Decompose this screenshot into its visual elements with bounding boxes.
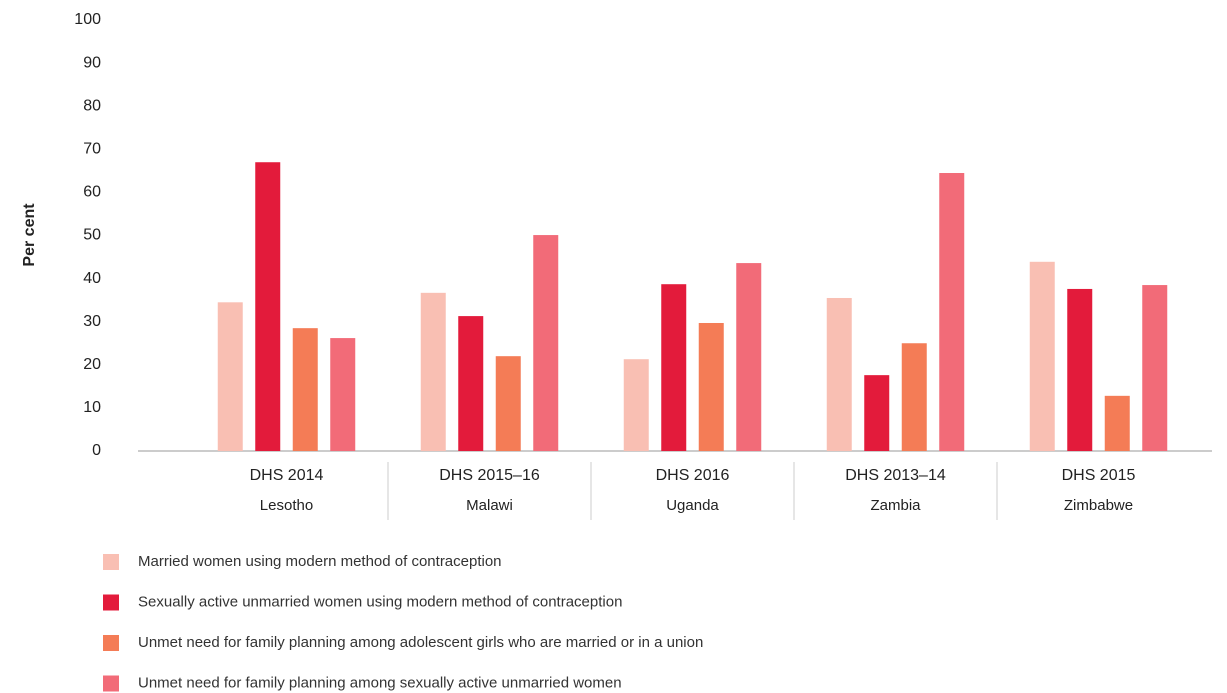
bar [217, 302, 243, 451]
bar [1142, 285, 1168, 451]
y-tick-label: 30 [83, 313, 101, 330]
bar [330, 338, 356, 451]
x-tick-label: DHS 2013–14 [845, 467, 946, 484]
bar [458, 316, 484, 451]
bar [255, 162, 281, 452]
bar [292, 328, 318, 451]
bar [939, 173, 965, 451]
legend-label: Unmet need for family planning among sex… [138, 674, 622, 691]
x-tick-label: DHS 2015–16 [439, 467, 540, 484]
bar [533, 235, 559, 451]
legend-label: Unmet need for family planning among ado… [138, 634, 703, 651]
bar [495, 356, 521, 451]
bar [736, 263, 762, 451]
y-tick-label: 90 [83, 54, 101, 71]
x-group-label: Uganda [666, 497, 719, 514]
y-tick-label: 80 [83, 97, 101, 114]
legend-label: Sexually active unmarried women using mo… [138, 593, 622, 610]
legend-label: Married women using modern method of con… [138, 553, 502, 570]
x-group-label: Lesotho [260, 497, 313, 514]
bar [1067, 288, 1093, 451]
x-tick-label: DHS 2014 [250, 467, 324, 484]
x-group-label: Zimbabwe [1064, 497, 1133, 514]
x-group-label: Zambia [870, 497, 921, 514]
legend-swatch [103, 635, 119, 651]
x-group-label: Malawi [466, 497, 513, 514]
bar [661, 284, 687, 451]
y-tick-label: 40 [83, 270, 101, 287]
x-tick-label: DHS 2016 [656, 467, 730, 484]
y-tick-label: 70 [83, 141, 101, 158]
bar [1104, 395, 1130, 451]
y-tick-label: 0 [92, 442, 101, 459]
y-tick-label: 50 [83, 227, 101, 244]
bar [901, 343, 927, 451]
legend-swatch [103, 594, 119, 611]
bar [864, 375, 890, 451]
y-tick-label: 60 [83, 184, 101, 201]
y-tick-label: 20 [83, 356, 101, 373]
bar [1029, 261, 1055, 451]
bar [420, 292, 446, 451]
legend-swatch [103, 675, 119, 692]
y-tick-label: 100 [74, 11, 101, 28]
bar [698, 322, 724, 451]
x-tick-label: DHS 2015 [1062, 467, 1136, 484]
y-axis-label: Per cent [21, 203, 38, 267]
bar [826, 297, 852, 451]
bar [623, 359, 649, 451]
legend-swatch [103, 554, 119, 570]
y-tick-label: 10 [83, 399, 101, 416]
